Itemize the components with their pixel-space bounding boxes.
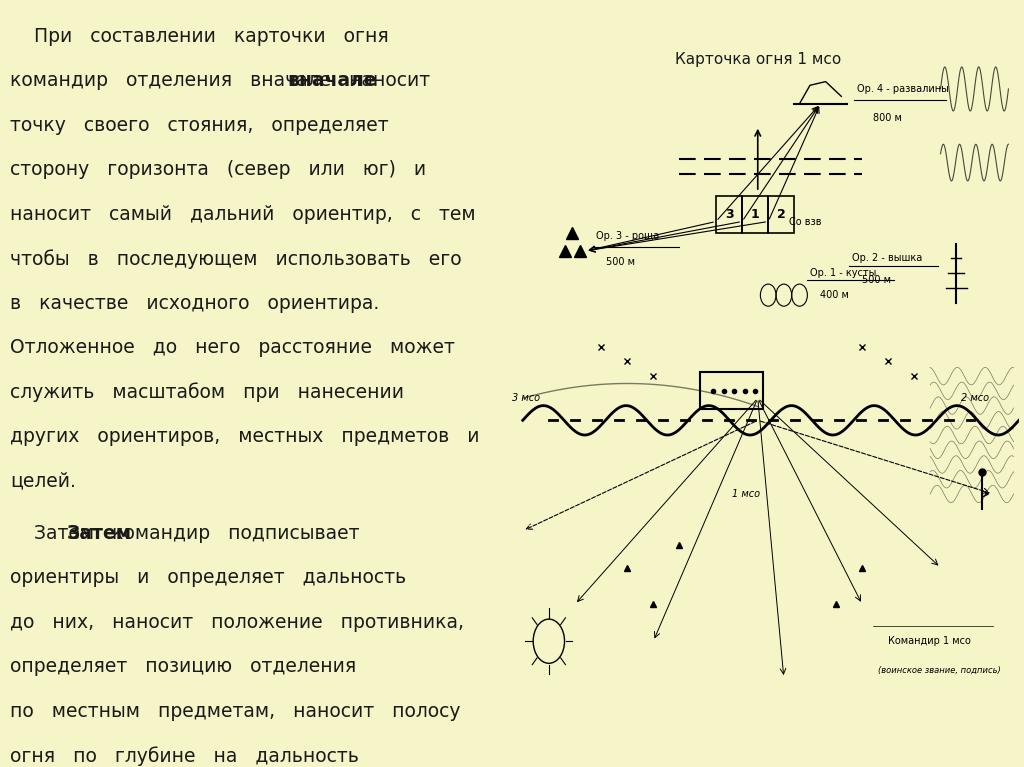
Text: наносит   самый   дальний   ориентир,   с   тем: наносит самый дальний ориентир, с тем <box>10 205 476 224</box>
Text: При   составлении   карточки   огня: При составлении карточки огня <box>10 27 389 46</box>
Text: точку   своего   стояния,   определяет: точку своего стояния, определяет <box>10 116 389 135</box>
Text: Отложенное   до   него   расстояние   может: Отложенное до него расстояние может <box>10 338 455 357</box>
Bar <box>742 196 768 232</box>
Text: 3 мсо: 3 мсо <box>512 393 541 403</box>
Text: Карточка огня 1 мсо: Карточка огня 1 мсо <box>675 52 841 67</box>
Text: Ор. 2 - вышка: Ор. 2 - вышка <box>852 253 922 263</box>
Text: в   качестве   исходного   ориентира.: в качестве исходного ориентира. <box>10 294 379 313</box>
Text: чтобы   в   последующем   использовать   его: чтобы в последующем использовать его <box>10 249 462 269</box>
Text: Ор. 3 - роща: Ор. 3 - роща <box>596 231 659 242</box>
Text: 2: 2 <box>777 208 785 221</box>
Text: сторону   горизонта   (север   или   юг)   и: сторону горизонта (север или юг) и <box>10 160 426 179</box>
Text: 500 м: 500 м <box>862 275 891 285</box>
Text: Ор. 4 - развалины: Ор. 4 - развалины <box>857 84 949 94</box>
Text: Со взв: Со взв <box>790 216 821 226</box>
Text: огня   по   глубине   на   дальность: огня по глубине на дальность <box>10 746 358 766</box>
Text: 1: 1 <box>751 208 760 221</box>
Bar <box>768 196 795 232</box>
Text: целей.: целей. <box>10 472 76 491</box>
Text: Командир 1 мсо: Командир 1 мсо <box>888 636 971 647</box>
Text: служить   масштабом   при   нанесении: служить масштабом при нанесении <box>10 383 404 403</box>
Text: 1 мсо: 1 мсо <box>731 489 760 499</box>
Text: командир   отделения   вначале   наносит: командир отделения вначале наносит <box>10 71 430 91</box>
Text: 400 м: 400 м <box>820 290 849 300</box>
Text: 500 м: 500 м <box>606 257 635 267</box>
Text: (воинское звание, подпись): (воинское звание, подпись) <box>878 667 1000 675</box>
Text: по   местным   предметам,   наносит   полосу: по местным предметам, наносит полосу <box>10 702 461 721</box>
Bar <box>716 196 742 232</box>
Text: Затем: Затем <box>67 524 132 543</box>
Text: ориентиры   и   определяет   дальность: ориентиры и определяет дальность <box>10 568 407 588</box>
Text: 2 мсо: 2 мсо <box>962 393 989 403</box>
Text: Ор. 1 - кусты: Ор. 1 - кусты <box>810 268 877 278</box>
Text: вначале: вначале <box>287 71 377 91</box>
Text: определяет   позицию   отделения: определяет позицию отделения <box>10 657 356 676</box>
Text: 3: 3 <box>725 208 733 221</box>
Text: 800 м: 800 м <box>872 114 901 123</box>
Bar <box>700 373 763 410</box>
Text: других   ориентиров,   местных   предметов   и: других ориентиров, местных предметов и <box>10 427 479 446</box>
Text: Затем   командир   подписывает: Затем командир подписывает <box>10 524 359 543</box>
Text: до   них,   наносит   положение   противника,: до них, наносит положение противника, <box>10 613 464 632</box>
